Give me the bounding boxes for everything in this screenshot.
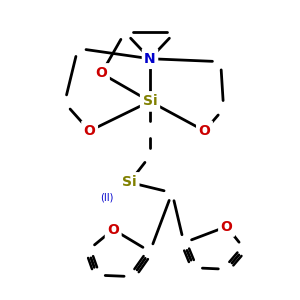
Text: O: O [220,220,232,234]
Text: O: O [106,220,120,238]
Text: O: O [95,66,107,80]
Text: O: O [84,124,96,138]
Text: O: O [82,122,97,140]
Text: O: O [219,218,234,236]
Text: Si: Si [122,176,137,189]
Text: O: O [197,122,212,140]
Text: O: O [94,64,109,82]
Text: N: N [144,52,156,66]
Text: Si: Si [141,92,159,110]
Text: Si: Si [121,173,138,191]
Text: (II): (II) [100,192,114,202]
Text: N: N [143,50,157,68]
Text: Si: Si [143,94,157,108]
Text: O: O [107,223,119,236]
Text: O: O [199,124,210,138]
